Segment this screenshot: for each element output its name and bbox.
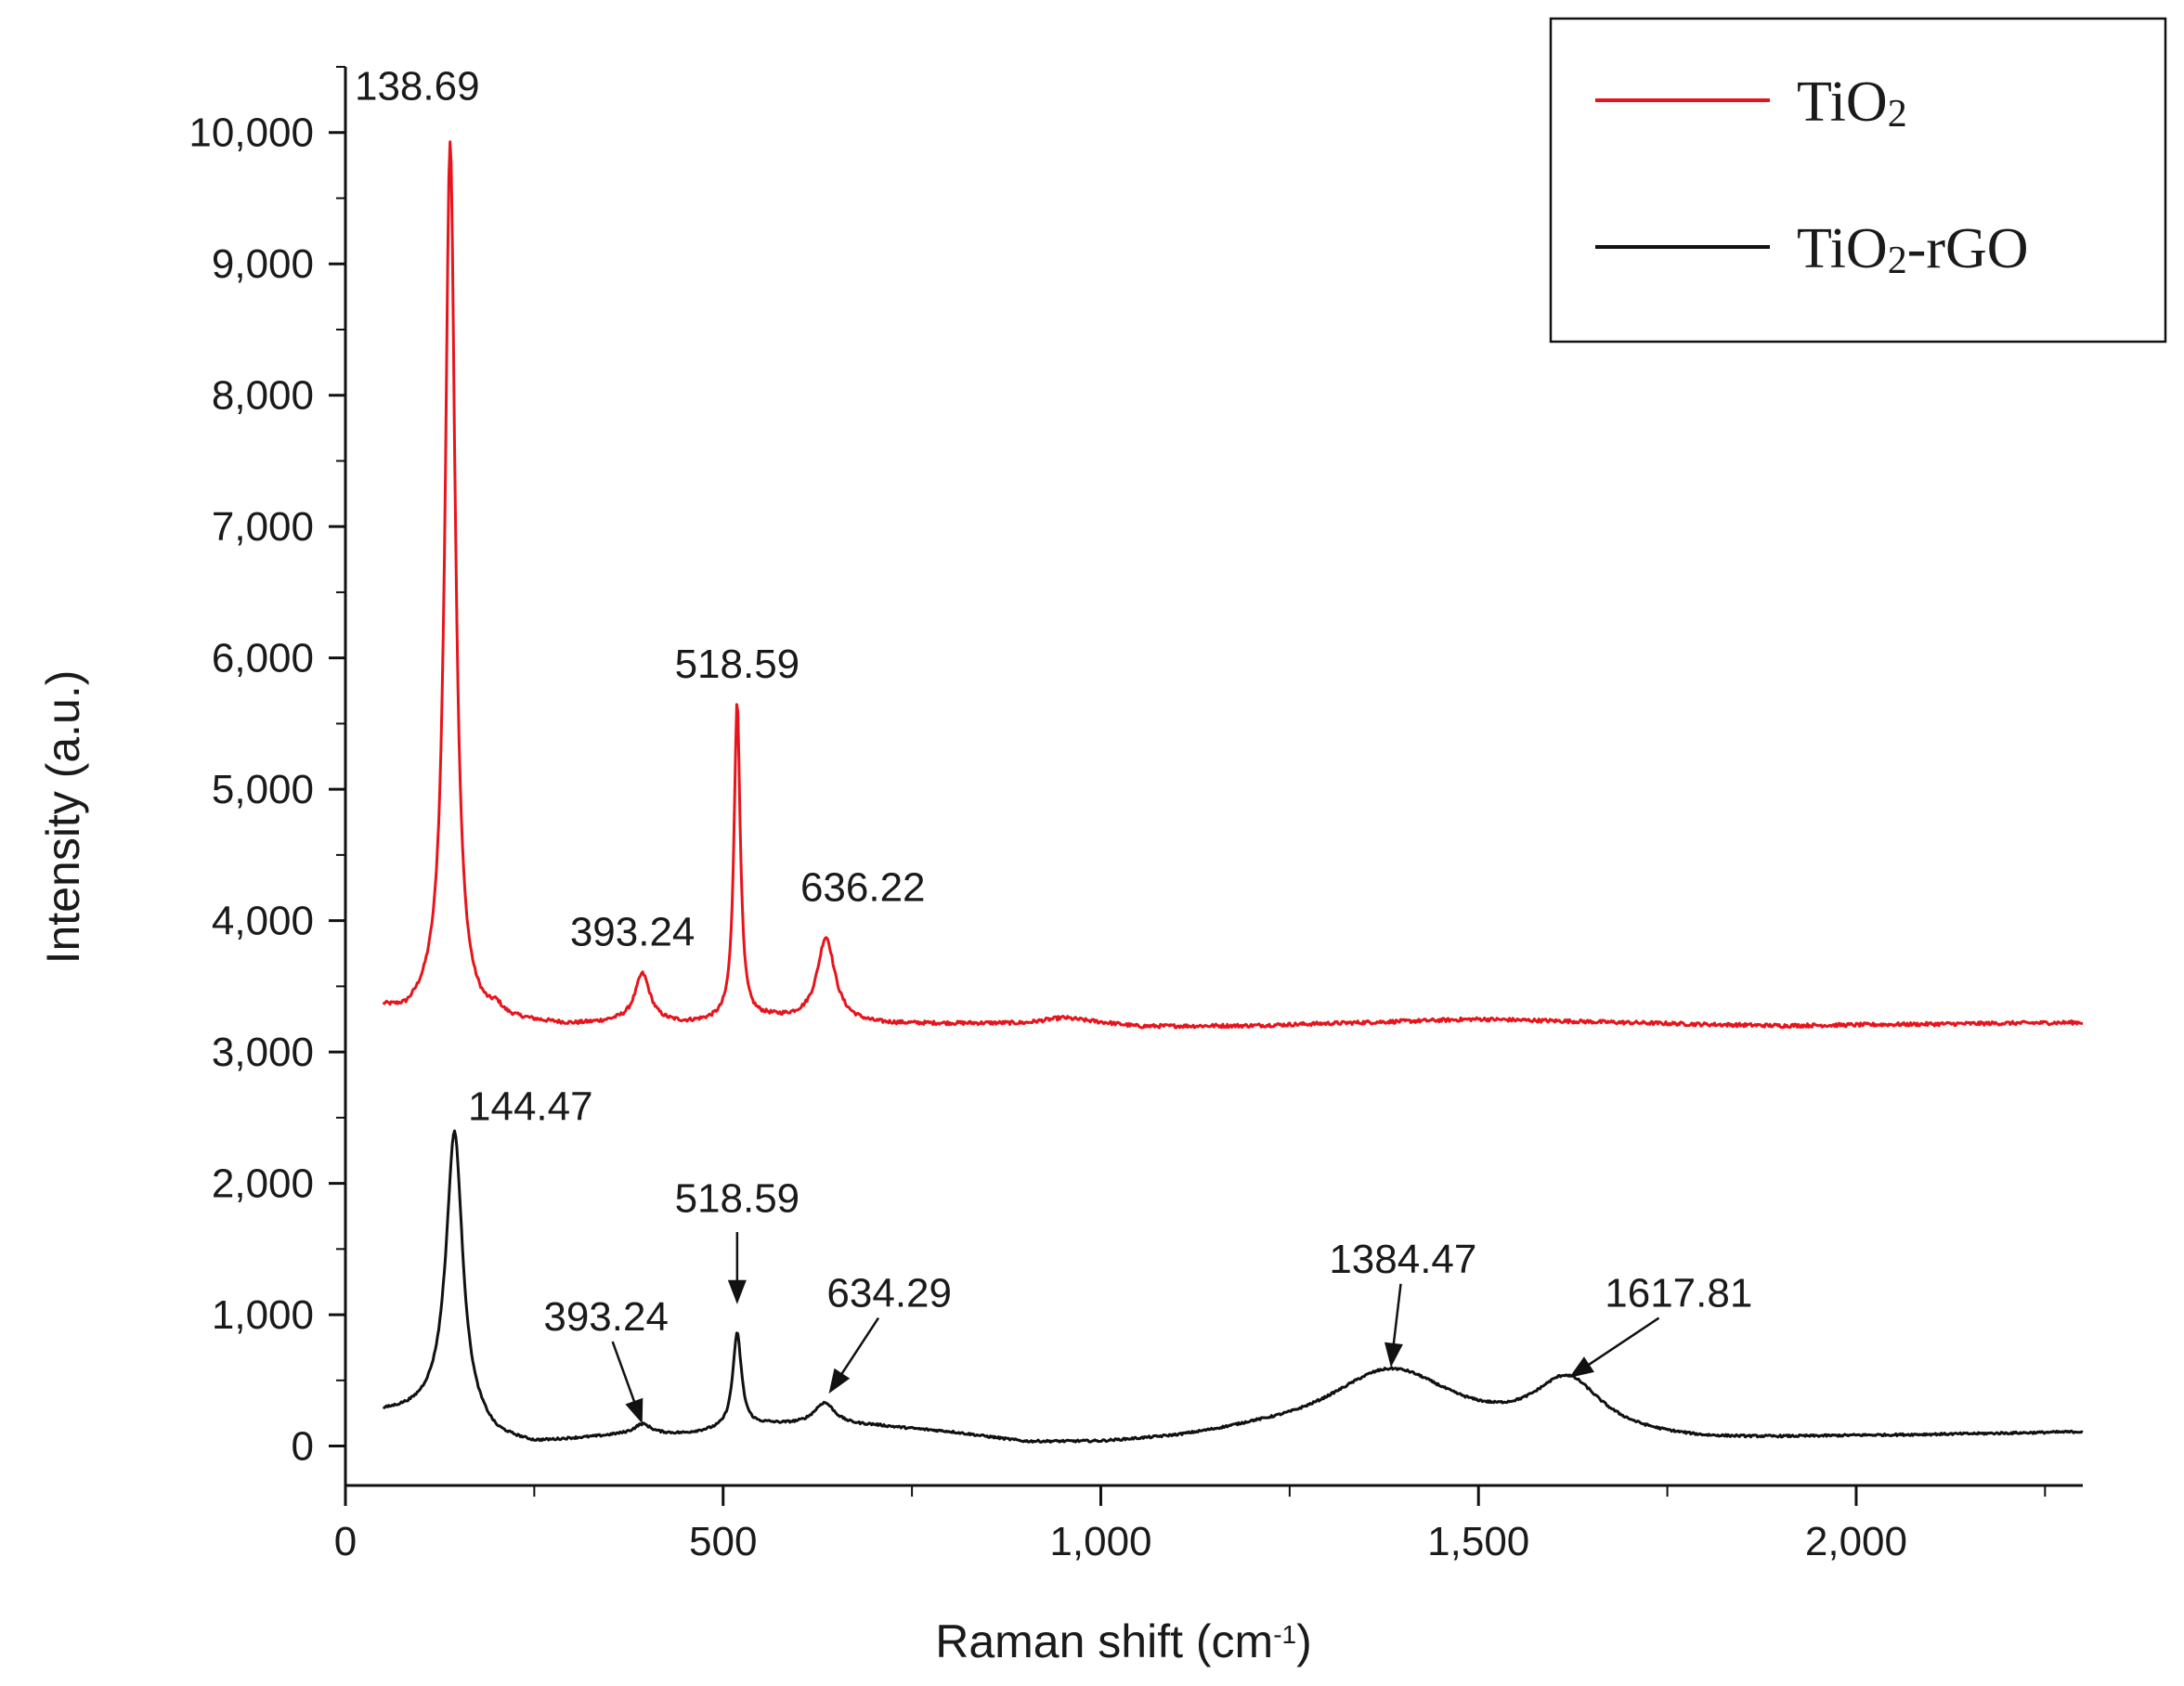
legend-label-tio2-rgo: TiO2-rGO — [1797, 217, 2029, 282]
peak-arrow-head — [625, 1397, 644, 1424]
y-tick-label: 4,000 — [212, 899, 314, 944]
legend-label-tio2-rgo-base: TiO — [1797, 217, 1888, 280]
peak-label: 634.29 — [826, 1271, 952, 1316]
peak-label: 518.59 — [675, 1176, 800, 1222]
x-tick-label: 1,000 — [1049, 1519, 1151, 1564]
peak-label: 144.47 — [468, 1084, 593, 1130]
peak-label: 1384.47 — [1329, 1237, 1476, 1282]
legend-label-tio2-rgo-sub: 2 — [1888, 240, 1907, 282]
y-tick-label: 9,000 — [212, 241, 314, 287]
y-tick-label: 2,000 — [212, 1161, 314, 1207]
x-tick-label: 500 — [689, 1519, 757, 1564]
x-axis-title-close: ) — [1296, 1615, 1312, 1667]
legend-label-tio2-base: TiO — [1797, 71, 1888, 134]
peak-arrow-head — [1384, 1342, 1403, 1368]
y-tick-label: 6,000 — [212, 636, 314, 681]
legend-label-tio2-sub: 2 — [1888, 93, 1907, 136]
x-axis-title-sup: -1 — [1273, 1620, 1296, 1649]
x-axis-title-main: Raman shift (cm — [935, 1615, 1273, 1667]
legend-label-tio2: TiO2 — [1797, 71, 1907, 136]
y-tick-label: 10,000 — [188, 110, 314, 156]
annotation-layer: 138.69 518.59 393.24 636.22 144.47 518.59 393.… — [355, 63, 1752, 1424]
x-tick-label: 2,000 — [1805, 1519, 1907, 1564]
peak-label: 393.24 — [543, 1294, 669, 1340]
peak-arrow-line — [1585, 1316, 1660, 1368]
peak-arrow-line — [611, 1341, 637, 1406]
peak-label: 393.24 — [570, 910, 696, 955]
tick-layer: 0 1,000 2,000 3,000 4,000 5,000 6,000 7,000 8,00… — [188, 66, 2047, 1564]
peak-arrow-line — [838, 1316, 880, 1378]
peak-arrow-line — [1392, 1283, 1402, 1347]
y-tick-label: 3,000 — [212, 1030, 314, 1075]
x-axis-title: Raman shift (cm-1) — [935, 1615, 1312, 1667]
y-tick-label: 0 — [292, 1424, 314, 1470]
x-tick-label: 1,500 — [1427, 1519, 1529, 1564]
y-tick-label: 1,000 — [212, 1292, 314, 1338]
peak-label: 636.22 — [800, 864, 926, 910]
y-tick-label: 8,000 — [212, 373, 314, 419]
peak-arrow-head — [828, 1368, 851, 1394]
y-tick-label: 5,000 — [212, 767, 314, 812]
peak-label: 1617.81 — [1605, 1271, 1752, 1316]
x-tick-label: 0 — [334, 1519, 357, 1564]
series-line-tio2-rgo — [382, 1129, 2084, 1444]
legend-box — [1549, 17, 2167, 344]
peak-label: 138.69 — [355, 63, 480, 109]
y-tick-label: 7,000 — [212, 504, 314, 550]
series-layer — [382, 140, 2084, 1444]
peak-arrow-head — [1568, 1356, 1594, 1378]
peak-label: 518.59 — [675, 642, 800, 687]
series-line-tio2 — [382, 140, 2084, 1030]
peak-arrow-head — [727, 1279, 747, 1304]
legend: TiO2 TiO2-rGO — [1549, 17, 2167, 344]
y-axis-title: Intensity (a.u.) — [37, 670, 89, 965]
legend-label-tio2-rgo-suffix: -rGO — [1907, 217, 2029, 280]
